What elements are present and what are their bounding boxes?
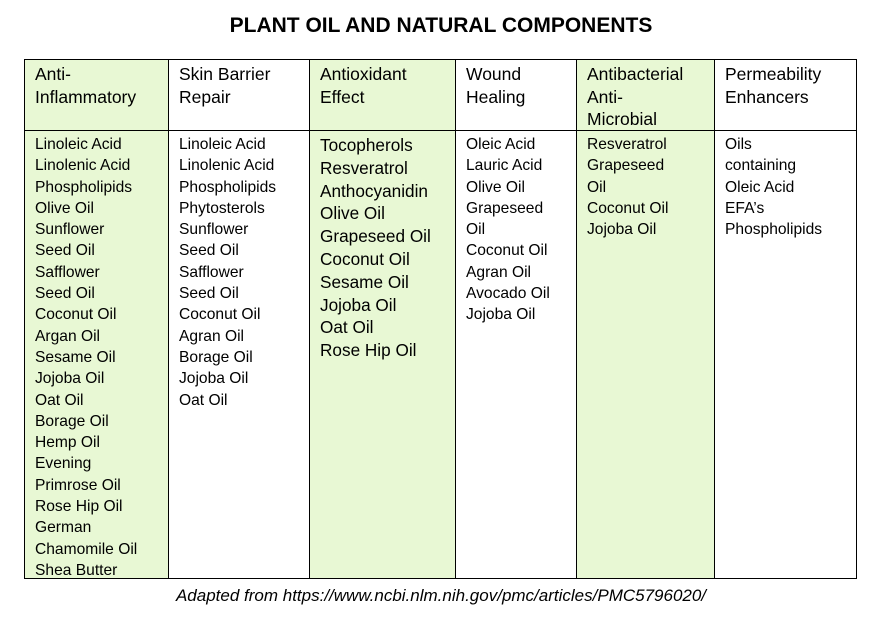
list-item: Sunflower: [179, 221, 249, 239]
column-header-line: Effect: [320, 86, 365, 107]
list-item: Linoleic Acid: [35, 136, 122, 153]
list-item: Oat Oil: [320, 317, 374, 338]
column-header-line: Microbial: [587, 109, 658, 129]
column-permeability-enhancers: Permeability Enhancers Oils containing Olei…: [715, 60, 856, 578]
column-antibacterial: Antibacterial Anti- Microbial Resveratrol G…: [577, 60, 715, 578]
list-item: Seed Oil: [35, 285, 95, 303]
list-item: Chamomile Oil: [35, 540, 138, 558]
list-item: Rose Hip Oil: [35, 498, 123, 516]
list-item: Linoleic Acid: [179, 136, 266, 153]
list-item: Oleic Acid: [466, 136, 536, 153]
list-item: Lauric Acid: [466, 157, 543, 175]
list-item: Sesame Oil: [320, 271, 409, 292]
list-item: Olive Oil: [35, 199, 94, 217]
column-header-line: Repair: [179, 86, 231, 107]
column-header-line: Anti-: [587, 86, 623, 107]
column-body: Resveratrol Grapeseed Oil Coconut Oil Jojoba…: [577, 131, 714, 240]
list-item: Jojoba Oil: [320, 294, 397, 315]
list-item: Grapeseed: [466, 199, 544, 217]
list-item: Evening: [35, 455, 92, 473]
list-item: Jojoba Oil: [587, 221, 657, 239]
column-header: Permeability Enhancers: [715, 60, 856, 131]
list-item: Oil: [587, 178, 607, 196]
list-item: Primrose Oil: [35, 476, 121, 494]
column-header: Anti- Inflammatory: [25, 60, 168, 131]
column-header-line: Healing: [466, 86, 526, 107]
list-item: Oat Oil: [35, 391, 84, 409]
list-item: Seed Oil: [179, 242, 239, 260]
column-header: Antibacterial Anti- Microbial: [577, 60, 714, 131]
column-antioxidant-effect: Antioxidant Effect Tocopherols Resveratrol…: [310, 60, 456, 578]
list-item: Coconut Oil: [587, 199, 669, 217]
column-header: Skin Barrier Repair: [169, 60, 309, 131]
list-item: Avocado Oil: [466, 285, 550, 303]
list-item: Sunflower: [35, 221, 105, 239]
list-item: Agran Oil: [466, 263, 532, 281]
list-item: Rose Hip Oil: [320, 340, 417, 361]
list-item: Safflower: [179, 263, 244, 281]
list-item: Linolenic Acid: [35, 157, 131, 175]
list-item: Shea Butter: [35, 561, 118, 579]
column-header-line: Permeability: [725, 64, 822, 84]
list-item: Coconut Oil: [320, 248, 410, 269]
list-item: Phytosterols: [179, 199, 265, 217]
column-body: Linoleic Acid Linolenic Acid Phospholipids…: [169, 131, 309, 411]
list-item: Sesame Oil: [35, 348, 116, 366]
list-item: Grapeseed: [587, 157, 665, 175]
column-body: Tocopherols Resveratrol Anthocyanidin Olive…: [310, 131, 455, 362]
list-item: Tocopherols: [320, 135, 413, 155]
column-header-line: Skin Barrier: [179, 64, 271, 84]
list-item: Coconut Oil: [179, 306, 261, 324]
components-table: Anti- Inflammatory Linoleic Acid Linolenic…: [24, 59, 857, 579]
list-item: Jojoba Oil: [466, 306, 536, 324]
list-item: Oat Oil: [179, 391, 228, 409]
list-item: Anthocyanidin: [320, 180, 428, 201]
list-item: Resveratrol: [587, 136, 667, 153]
column-anti-inflammatory: Anti- Inflammatory Linoleic Acid Linolenic…: [25, 60, 169, 581]
page-title: PLANT OIL AND NATURAL COMPONENTS: [229, 14, 653, 37]
column-header: Wound Healing: [456, 60, 576, 131]
list-item: Oleic Acid: [725, 178, 795, 196]
column-header-line: Antioxidant: [320, 64, 407, 84]
list-item: Borage Oil: [179, 348, 253, 366]
list-item: Oil: [466, 221, 486, 239]
list-item: Resveratrol: [320, 157, 408, 178]
list-item: Coconut Oil: [35, 306, 117, 324]
list-item: Agran Oil: [179, 327, 245, 345]
list-item: Phospholipids: [179, 178, 277, 196]
list-item: Phospholipids: [35, 178, 133, 196]
column-header-line: Anti-: [35, 64, 71, 84]
column-header-line: Wound: [466, 64, 522, 84]
column-body: Linoleic Acid Linolenic Acid Phospholipids…: [25, 131, 168, 581]
column-header-line: Inflammatory: [35, 86, 137, 107]
list-item: Seed Oil: [35, 242, 95, 260]
list-item: Grapeseed Oil: [320, 226, 431, 247]
source-caption: Adapted from https://www.ncbi.nlm.nih.go…: [175, 586, 707, 605]
list-item: Borage Oil: [35, 412, 109, 430]
list-item: Jojoba Oil: [35, 370, 105, 388]
list-item: Safflower: [35, 263, 100, 281]
column-wound-healing: Wound Healing Oleic Acid Lauric Acid Olive …: [456, 60, 577, 578]
column-header-line: Antibacterial: [587, 64, 684, 84]
column-body: Oils containing Oleic Acid EFA’s Phospholipi…: [715, 131, 856, 240]
column-body: Oleic Acid Lauric Acid Olive Oil Grapeseed O…: [456, 131, 576, 326]
list-item: Hemp Oil: [35, 434, 100, 452]
list-item: Oils: [725, 136, 752, 153]
list-item: EFA’s: [725, 199, 765, 217]
column-skin-barrier-repair: Skin Barrier Repair Linoleic Acid Linoleni…: [169, 60, 310, 578]
list-item: Olive Oil: [466, 178, 525, 196]
list-item: Coconut Oil: [466, 242, 548, 260]
list-item: Linolenic Acid: [179, 157, 275, 175]
list-item: containing: [725, 157, 797, 175]
list-item: Seed Oil: [179, 285, 239, 303]
list-item: Olive Oil: [320, 203, 385, 224]
column-header: Antioxidant Effect: [310, 60, 455, 131]
list-item: German: [35, 519, 92, 537]
list-item: Jojoba Oil: [179, 370, 249, 388]
list-item: Argan Oil: [35, 327, 101, 345]
list-item: Phospholipids: [725, 221, 823, 239]
column-header-line: Enhancers: [725, 86, 809, 107]
